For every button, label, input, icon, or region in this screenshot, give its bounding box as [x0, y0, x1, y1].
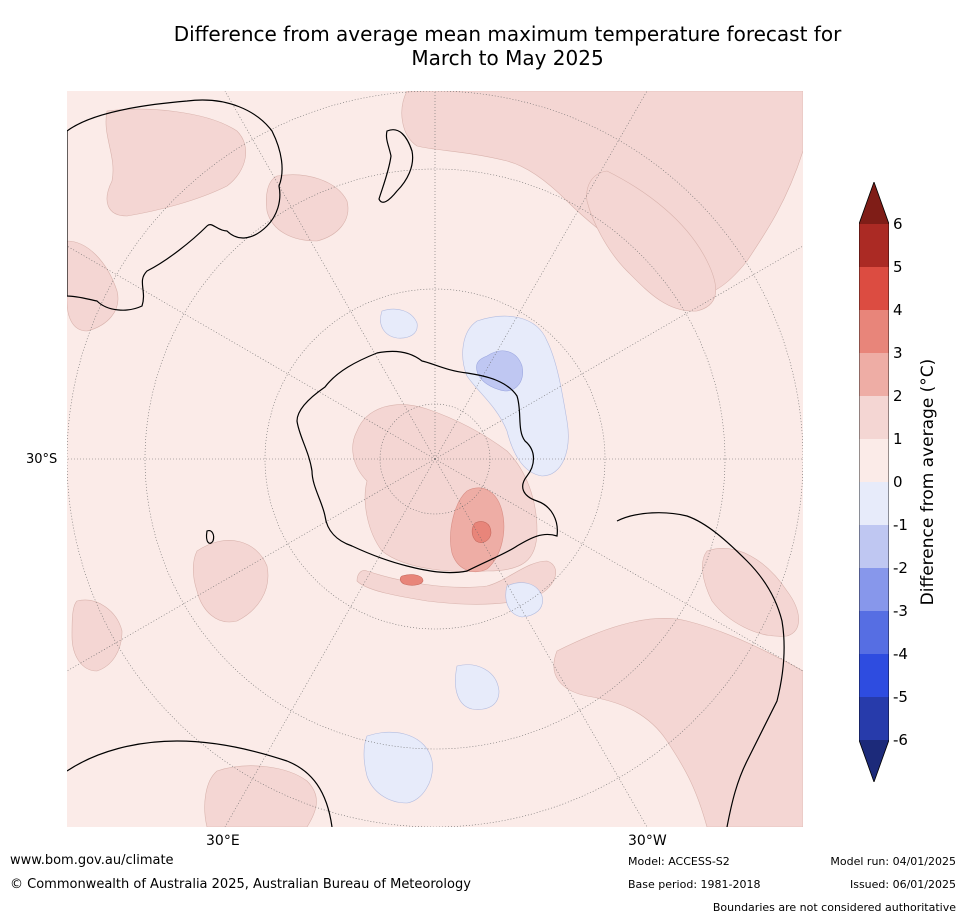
map-title: Difference from average mean maximum tem…: [60, 22, 955, 70]
region-west-indian-small: [71, 599, 123, 672]
south-america-coastline: [616, 512, 785, 827]
title-line-1: Difference from average mean maximum tem…: [173, 22, 842, 46]
africa-coastline: [67, 740, 333, 827]
colorbar-bin-neg4-neg3: [859, 611, 889, 654]
colorbar-tick-4: 4: [893, 301, 903, 319]
longitude-label-30w: 30°W: [628, 833, 667, 849]
anomaly-neg2-to-neg1-regions: [476, 350, 523, 392]
colorbar-tick-neg6: -6: [893, 731, 908, 749]
region-amundsen-colder: [476, 350, 523, 392]
title-line-2: March to May 2025: [411, 46, 604, 70]
colorbar-tick-1: 1: [893, 430, 903, 448]
region-south-cool: [363, 731, 433, 804]
colorbar-tick-6: 6: [893, 215, 903, 233]
colorbar: [858, 180, 890, 784]
model-run-text: Model run: 04/01/2025: [830, 855, 956, 868]
region-africa-south: [204, 765, 317, 827]
colorbar-bin-4-5: [859, 267, 889, 310]
colorbar-bin-0-1: [859, 439, 889, 482]
colorbar-bin-5-6: [859, 224, 889, 267]
madagascar-coastline: [205, 530, 215, 544]
colorbar-tick-neg1: -1: [893, 516, 908, 534]
colorbar-tick-0: 0: [893, 473, 903, 491]
colorbar-bin-neg1-0: [859, 482, 889, 525]
australia-coastline: [67, 99, 283, 311]
colorbar-bin-3-4: [859, 310, 889, 353]
region-south-indian: [192, 540, 269, 623]
anomaly-3-to-4-regions: [399, 521, 492, 586]
region-weddell-hot: [471, 521, 492, 543]
region-atlantic-cool: [505, 582, 543, 618]
colorbar-bin-neg5-neg4: [859, 654, 889, 697]
region-south-pacific-cool: [455, 664, 500, 710]
region-pacific-east: [586, 170, 716, 312]
colorbar-tick-neg2: -2: [893, 559, 908, 577]
region-pacific-cool: [380, 308, 418, 339]
copyright-text: © Commonwealth of Australia 2025, Austra…: [10, 877, 471, 892]
issued-text: Issued: 06/01/2025: [849, 878, 956, 891]
colorbar-tick-neg4: -4: [893, 645, 908, 663]
base-period-text: Base period: 1981-2018: [628, 878, 761, 891]
colorbar-bin-2-3: [859, 353, 889, 396]
region-ross-hot: [399, 574, 424, 586]
colorbar-bin-neg2-neg1: [859, 525, 889, 568]
coastlines: [67, 99, 785, 827]
colorbar-title: Difference from average (°C): [918, 358, 938, 606]
colorbar-bin-1-2: [859, 396, 889, 439]
colorbar-bottom-extend: [859, 740, 889, 782]
colorbar-bin-neg6-neg5: [859, 697, 889, 740]
colorbar-tick-5: 5: [893, 258, 903, 276]
region-indian-north: [105, 108, 246, 217]
colorbar-top-extend: [859, 182, 889, 224]
model-text: Model: ACCESS-S2: [628, 855, 730, 868]
website-link[interactable]: www.bom.gov.au/climate: [10, 853, 174, 868]
latitude-label-30s: 30°S: [26, 452, 58, 467]
graticule: [67, 91, 803, 827]
colorbar-tick-neg3: -3: [893, 602, 908, 620]
region-australia-east: [266, 174, 349, 242]
disclaimer-text: Boundaries are not considered authoritat…: [712, 901, 956, 914]
new-zealand-coastline: [378, 129, 414, 203]
colorbar-tick-neg5: -5: [893, 688, 908, 706]
antarctica-coastline: [296, 350, 558, 574]
region-indian-west: [67, 240, 119, 332]
colorbar-tick-2: 2: [893, 387, 903, 405]
region-atlantic-east: [702, 548, 799, 637]
colorbar-tick-3: 3: [893, 344, 903, 362]
longitude-label-30e: 30°E: [206, 833, 240, 849]
colorbar-bin-neg3-neg2: [859, 568, 889, 611]
anomaly-map: [67, 91, 803, 827]
